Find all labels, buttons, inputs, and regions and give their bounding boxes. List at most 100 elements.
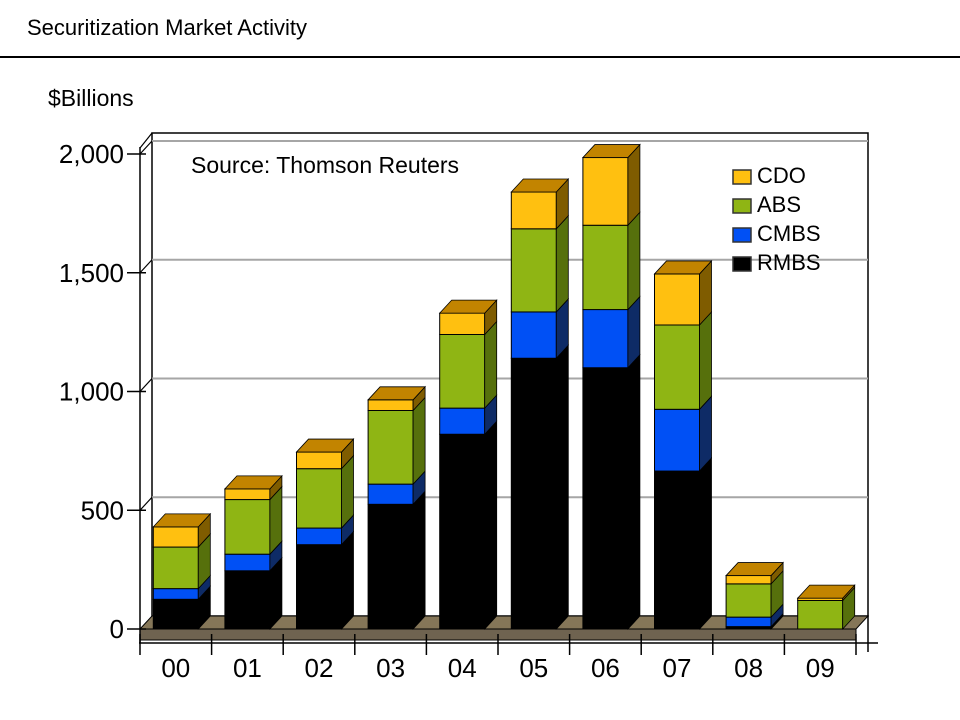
bar-06-ABS-side bbox=[627, 211, 641, 311]
y-tick-label-2000: 2,000 bbox=[59, 139, 124, 169]
bar-08 bbox=[725, 561, 785, 631]
x-category-label-09: 09 bbox=[806, 653, 835, 683]
bar-03 bbox=[367, 385, 427, 631]
bar-04-ABS-side bbox=[484, 320, 498, 410]
legend-item-cmbs: CMBS bbox=[732, 221, 821, 246]
y-axis-units-label: $Billions bbox=[48, 85, 134, 111]
bar-07 bbox=[653, 259, 713, 631]
x-category-label-02: 02 bbox=[305, 653, 334, 683]
bar-03-ABS-front bbox=[367, 410, 414, 485]
bar-00-top-cap bbox=[152, 513, 212, 528]
bar-01-top-cap bbox=[223, 475, 283, 490]
bar-04-CDO-front bbox=[439, 312, 486, 335]
bar-08-ABS-front bbox=[725, 583, 772, 618]
bar-09 bbox=[796, 584, 856, 631]
bar-06-CDO-side bbox=[627, 143, 641, 227]
bar-02-RMBS-side bbox=[341, 530, 354, 631]
bar-03-ABS-side bbox=[412, 396, 426, 486]
bar-03-RMBS-side bbox=[412, 490, 426, 631]
bar-04-ABS-front bbox=[439, 334, 486, 409]
bar-07-RMBS-side bbox=[699, 457, 712, 631]
bar-07-RMBS-front bbox=[654, 470, 700, 630]
legend-item-cdo: CDO bbox=[732, 163, 806, 188]
bar-02-top-cap bbox=[295, 438, 355, 453]
bar-01 bbox=[223, 474, 283, 631]
x-category-label-04: 04 bbox=[448, 653, 477, 683]
legend: CDO ABS CMBS RMBS bbox=[732, 163, 821, 275]
legend-item-abs: ABS bbox=[732, 192, 801, 217]
bar-07-CDO-front bbox=[654, 273, 700, 326]
y-axis: 0 500 1,000 1,500 2,000 bbox=[59, 132, 153, 644]
bar-06-CDO-front bbox=[582, 157, 629, 226]
bar-07-ABS-side bbox=[699, 310, 712, 411]
x-axis: 00 01 02 03 04 05 06 07 08 09 bbox=[139, 616, 878, 683]
bar-07-ABS-front bbox=[654, 324, 700, 410]
source-note: Source: Thomson Reuters bbox=[191, 152, 459, 178]
bar-03-RMBS-front bbox=[367, 503, 414, 630]
bar-01-CDO-front bbox=[224, 488, 271, 501]
bar-01-ABS-front bbox=[224, 499, 271, 555]
legend-swatch-rmbs bbox=[732, 256, 752, 272]
bar-04-RMBS-front bbox=[439, 433, 486, 630]
bar-00-ABS-front bbox=[152, 546, 199, 590]
bar-06 bbox=[581, 143, 641, 631]
bar-02 bbox=[295, 438, 355, 631]
bar-01-CMBS-front bbox=[224, 553, 271, 572]
bar-03-top-cap bbox=[367, 386, 427, 401]
bar-04-top-cap bbox=[438, 299, 498, 314]
bars bbox=[152, 143, 856, 631]
bar-00-CDO-front bbox=[152, 526, 199, 548]
bar-04 bbox=[438, 299, 498, 631]
bar-08-top-cap bbox=[725, 562, 785, 576]
y-tick-label-0: 0 bbox=[110, 614, 124, 644]
y-tick-diagonal-1500 bbox=[139, 259, 153, 274]
bar-05-top-cap bbox=[510, 178, 570, 193]
bar-09-ABS-front bbox=[797, 600, 844, 630]
bar-00-CMBS-front bbox=[152, 588, 199, 600]
bar-06-CMBS-front bbox=[582, 309, 629, 369]
bar-01-RMBS-front bbox=[224, 570, 271, 630]
y-tick-diagonal-1000 bbox=[139, 378, 153, 392]
bar-02-RMBS-front bbox=[296, 544, 342, 630]
x-category-label-00: 00 bbox=[161, 653, 190, 683]
legend-swatch-cmbs bbox=[732, 227, 752, 243]
bar-08-CDO-front bbox=[725, 575, 772, 585]
bar-07-top-cap bbox=[653, 260, 713, 275]
bar-06-ABS-front bbox=[582, 224, 629, 311]
bar-02-CMBS-front bbox=[296, 527, 342, 546]
legend-label-cdo: CDO bbox=[757, 163, 806, 188]
bar-05-RMBS-side bbox=[555, 344, 569, 631]
page-title: Securitization Market Activity bbox=[27, 15, 307, 40]
bar-04-CMBS-front bbox=[439, 407, 486, 435]
legend-label-cmbs: CMBS bbox=[757, 221, 821, 246]
bar-03-CDO-front bbox=[367, 399, 414, 411]
y-tick-label-1000: 1,000 bbox=[59, 377, 124, 407]
axis-corner-diagonal bbox=[139, 132, 153, 149]
x-category-label-05: 05 bbox=[519, 653, 548, 683]
legend-swatch-cdo bbox=[732, 169, 752, 185]
bar-05-ABS-front bbox=[510, 228, 557, 313]
bar-05-ABS-side bbox=[555, 214, 569, 313]
legend-item-rmbs: RMBS bbox=[732, 250, 821, 275]
bar-08-CMBS-front bbox=[725, 616, 772, 628]
x-category-label-03: 03 bbox=[376, 653, 405, 683]
x-category-label-08: 08 bbox=[734, 653, 763, 683]
legend-swatch-abs bbox=[732, 198, 752, 214]
x-category-label-07: 07 bbox=[663, 653, 692, 683]
bar-06-top-cap bbox=[581, 144, 641, 158]
legend-label-rmbs: RMBS bbox=[757, 250, 821, 275]
legend-label-abs: ABS bbox=[757, 192, 801, 217]
bar-06-RMBS-front bbox=[582, 367, 629, 630]
bar-00 bbox=[152, 512, 212, 631]
bar-05-RMBS-front bbox=[510, 357, 557, 630]
y-tick-label-1500: 1,500 bbox=[59, 258, 124, 288]
bar-07-CMBS-front bbox=[654, 408, 700, 472]
bar-09-top-cap bbox=[796, 584, 856, 599]
bar-02-ABS-front bbox=[296, 468, 342, 529]
bar-03-CMBS-front bbox=[367, 483, 414, 505]
bar-05 bbox=[510, 177, 570, 631]
bar-05-CDO-front bbox=[510, 191, 557, 230]
bar-05-CMBS-front bbox=[510, 311, 557, 359]
